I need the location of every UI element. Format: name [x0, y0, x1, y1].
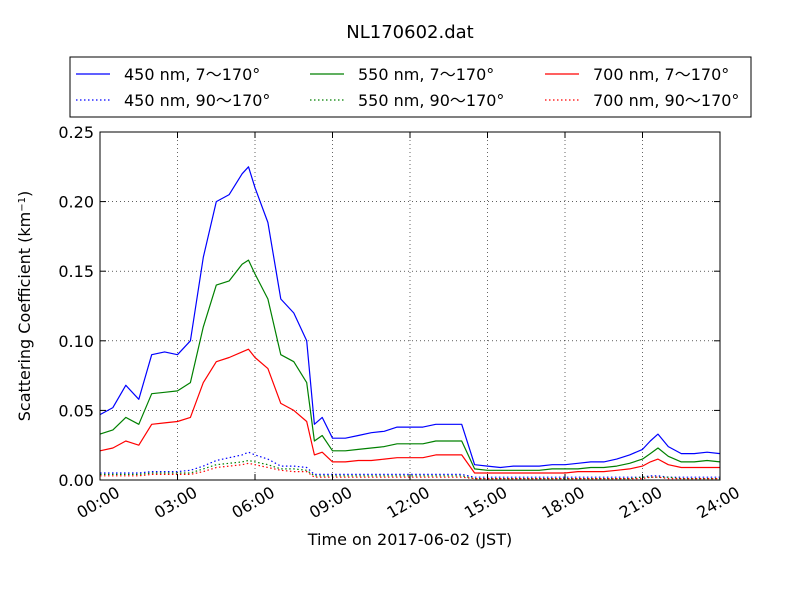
legend-label: 700 nm, 90～170°: [593, 91, 739, 110]
x-tick-label: 03:00: [151, 483, 200, 523]
grid: [100, 132, 720, 480]
legend-label: 450 nm, 90～170°: [124, 91, 270, 110]
legend-label: 700 nm, 7～170°: [593, 65, 729, 84]
y-tick-label: 0.05: [58, 401, 94, 420]
x-tick-labels: 00:00 03:00 06:00 09:00 12:00 15:00 18:00 21:00…: [74, 483, 743, 523]
x-tick-label: 06:00: [229, 483, 278, 523]
y-axis-label-unit-exponent: −1: [17, 197, 28, 212]
y-axis-label-close: ): [15, 191, 34, 197]
y-tick-label: 0.00: [58, 471, 94, 490]
series-line-2: [100, 451, 720, 478]
series-line-3: [99, 259, 721, 471]
x-tick-label: 12:00: [384, 483, 433, 523]
x-tick-label: 15:00: [461, 483, 510, 523]
legend-label: 550 nm, 7～170°: [358, 65, 494, 84]
y-tick-label: 0.25: [58, 123, 94, 142]
legend-box: [69, 56, 752, 118]
y-tick-label: 0.15: [58, 262, 94, 281]
series-line-5: [99, 348, 720, 474]
series-line-4: [100, 459, 720, 480]
legend: 450 nm, 7～170° 450 nm, 90～170° 550 nm, 7～1…: [69, 56, 752, 118]
ticks: [99, 131, 721, 481]
y-tick-label: 0.20: [58, 193, 94, 212]
legend-label: 450 nm, 7～170°: [124, 65, 260, 84]
x-axis-label: Time on 2017-06-02 (JST): [307, 530, 512, 549]
x-tick-label: 21:00: [616, 483, 665, 523]
y-axis-label: Scattering Coefficient (km−1): [15, 191, 34, 422]
y-axis-label-main: Scattering Coefficient (km: [15, 212, 34, 422]
legend-label: 550 nm, 90～170°: [358, 91, 504, 110]
series-line-1: [99, 166, 721, 469]
y-tick-labels: 0.00 0.05 0.10 0.15 0.20 0.25: [58, 123, 94, 490]
x-tick-label: 24:00: [694, 483, 743, 523]
x-tick-label: 09:00: [306, 483, 355, 523]
chart-title: NL170602.dat: [346, 22, 473, 43]
y-tick-label: 0.10: [58, 332, 94, 351]
x-tick-label: 18:00: [539, 483, 588, 523]
series-layer: [99, 166, 721, 480]
